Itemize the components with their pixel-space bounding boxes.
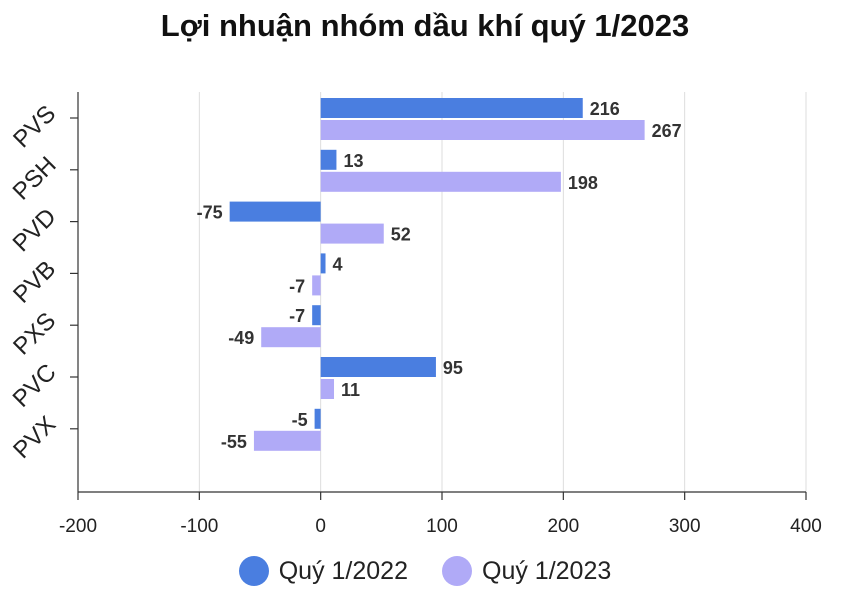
bar-pvc-series-2 (320, 379, 335, 399)
chart-title: Lợi nhuận nhóm dầu khí quý 1/2023 (160, 8, 690, 43)
x-tick-label: 200 (547, 516, 579, 537)
data-labels: 216 13 -75 4 -7 95 -5 267 198 52 -7 -49 11 -55 (197, 99, 682, 452)
legend-label-q1-2023: Quý 1/2023 (482, 556, 612, 585)
data-label: -5 (292, 410, 308, 430)
data-label: 216 (590, 99, 620, 119)
category-label-pvs: PVS (8, 100, 61, 153)
legend: Quý 1/2022 Quý 1/2023 (0, 556, 850, 586)
category-label-psh: PSH (8, 151, 62, 205)
x-tick-label: 100 (426, 516, 458, 537)
data-label: 95 (443, 358, 463, 378)
data-label: 198 (568, 173, 598, 193)
bar-pvb-series-2 (312, 275, 321, 296)
legend-swatch-q1-2022 (238, 556, 269, 586)
data-label: -7 (289, 276, 305, 296)
bar-pvs-series-2 (320, 120, 645, 140)
data-label: 52 (391, 225, 411, 245)
legend-swatch-q1-2023 (442, 556, 472, 586)
grid-lines (77, 92, 807, 492)
bar-pvd-series-2 (320, 223, 384, 244)
bar-pvx-series-2 (253, 430, 321, 451)
data-label: -55 (221, 432, 247, 452)
data-label: -7 (289, 306, 305, 326)
category-label-pvb: PVB (8, 256, 61, 309)
bar-psh-series-2 (320, 171, 561, 192)
data-label: -75 (197, 203, 223, 223)
x-tick-label: 400 (790, 516, 822, 537)
legend-item-q1-2023[interactable]: Quý 1/2023 (442, 556, 611, 586)
bar-pxs-series-2 (261, 327, 321, 348)
legend-item-q1-2022[interactable]: Quý 1/2022 (238, 556, 408, 586)
bar-pvb-series-1 (320, 253, 326, 274)
data-label: 4 (333, 254, 343, 274)
bar-pvc-series-1 (320, 357, 436, 377)
bar-pvd-series-1 (229, 201, 321, 222)
bar-pvs-series-1 (320, 98, 583, 118)
category-label-pvc: PVC (8, 359, 62, 413)
x-tick-label: 0 (315, 516, 326, 537)
category-label-pvx: PVX (8, 411, 61, 464)
x-tick-label: -200 (59, 516, 97, 537)
category-label-pxs: PXS (8, 307, 61, 360)
bar-pxs-series-1 (312, 305, 321, 326)
bar-psh-series-1 (320, 149, 337, 170)
bar-pvx-series-1 (314, 408, 321, 429)
axes: -200 -100 0 100 200 300 400 PVSPSHPVDPVBPXSPVCP… (8, 92, 822, 537)
data-label: 11 (341, 380, 360, 400)
category-label-pvd: PVD (8, 203, 62, 257)
legend-label-q1-2022: Quý 1/2022 (278, 556, 408, 585)
x-tick-label: 300 (669, 516, 701, 537)
bars (229, 98, 645, 451)
data-label: 13 (343, 151, 363, 171)
data-label: -49 (228, 328, 254, 348)
data-label: 267 (652, 121, 682, 141)
x-tick-label: -100 (180, 516, 218, 537)
